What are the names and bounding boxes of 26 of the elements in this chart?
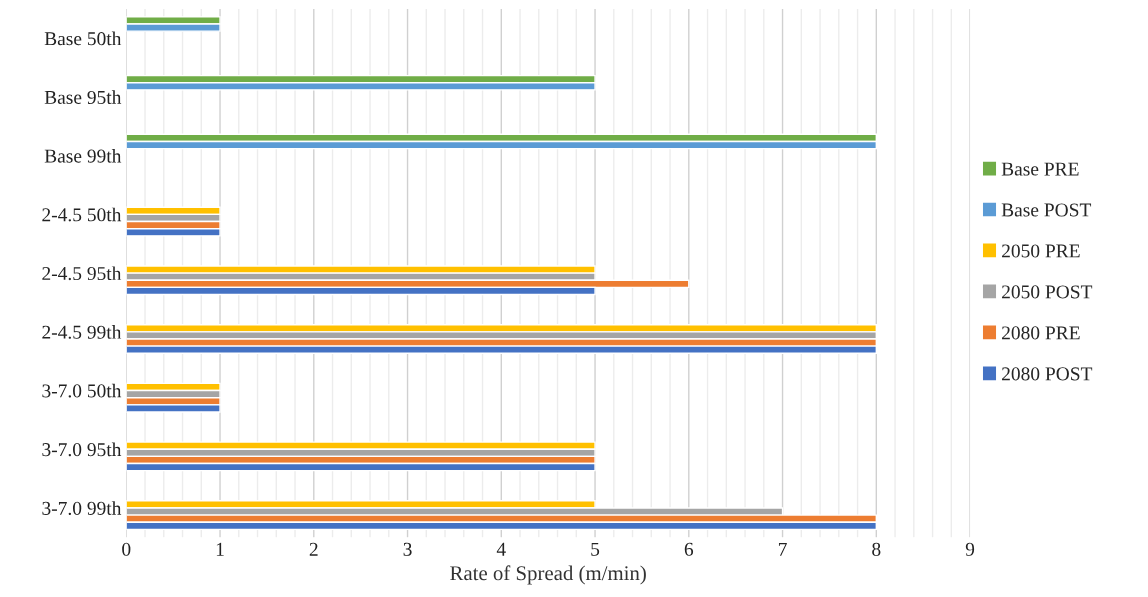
x-tick-label: 0 bbox=[122, 542, 131, 556]
legend-label: 2080 PRE bbox=[1002, 326, 1080, 340]
y-tick-label: 2-4.5 95th bbox=[42, 266, 122, 281]
legend-label: Base PRE bbox=[1001, 162, 1079, 176]
y-tick-label: Base 95th bbox=[44, 90, 122, 104]
y-tick-label: Base 50th bbox=[44, 31, 122, 46]
y-tick-label: 3-7.0 99th bbox=[42, 501, 122, 515]
y-tick-label: Base 99th bbox=[44, 148, 122, 163]
x-tick-label: 5 bbox=[591, 542, 600, 556]
legend-label: 2050 POST bbox=[1002, 285, 1093, 299]
x-tick-label: 9 bbox=[965, 542, 975, 556]
x-tick-label: 8 bbox=[872, 542, 881, 556]
y-tick-label: 3-7.0 50th bbox=[42, 383, 122, 398]
x-tick-label: 4 bbox=[496, 542, 506, 556]
legend-label: 2080 POST bbox=[1002, 367, 1093, 381]
y-tick-label: 3-7.0 95th bbox=[42, 442, 122, 457]
legend-label: Base POST bbox=[1001, 203, 1092, 217]
x-tick-label: 7 bbox=[778, 542, 787, 556]
x-tick-label: 3 bbox=[403, 542, 412, 556]
x-tick-label: 6 bbox=[684, 542, 694, 556]
x-axis-title: Rate of Spread (m/min) bbox=[450, 565, 646, 585]
y-tick-label: 2-4.5 99th bbox=[42, 325, 122, 339]
x-tick-label: 2 bbox=[309, 542, 318, 556]
legend-label: 2050 PRE bbox=[1002, 244, 1080, 258]
x-tick-label: 1 bbox=[216, 542, 224, 556]
y-tick-label: 2-4.5 50th bbox=[42, 207, 122, 222]
